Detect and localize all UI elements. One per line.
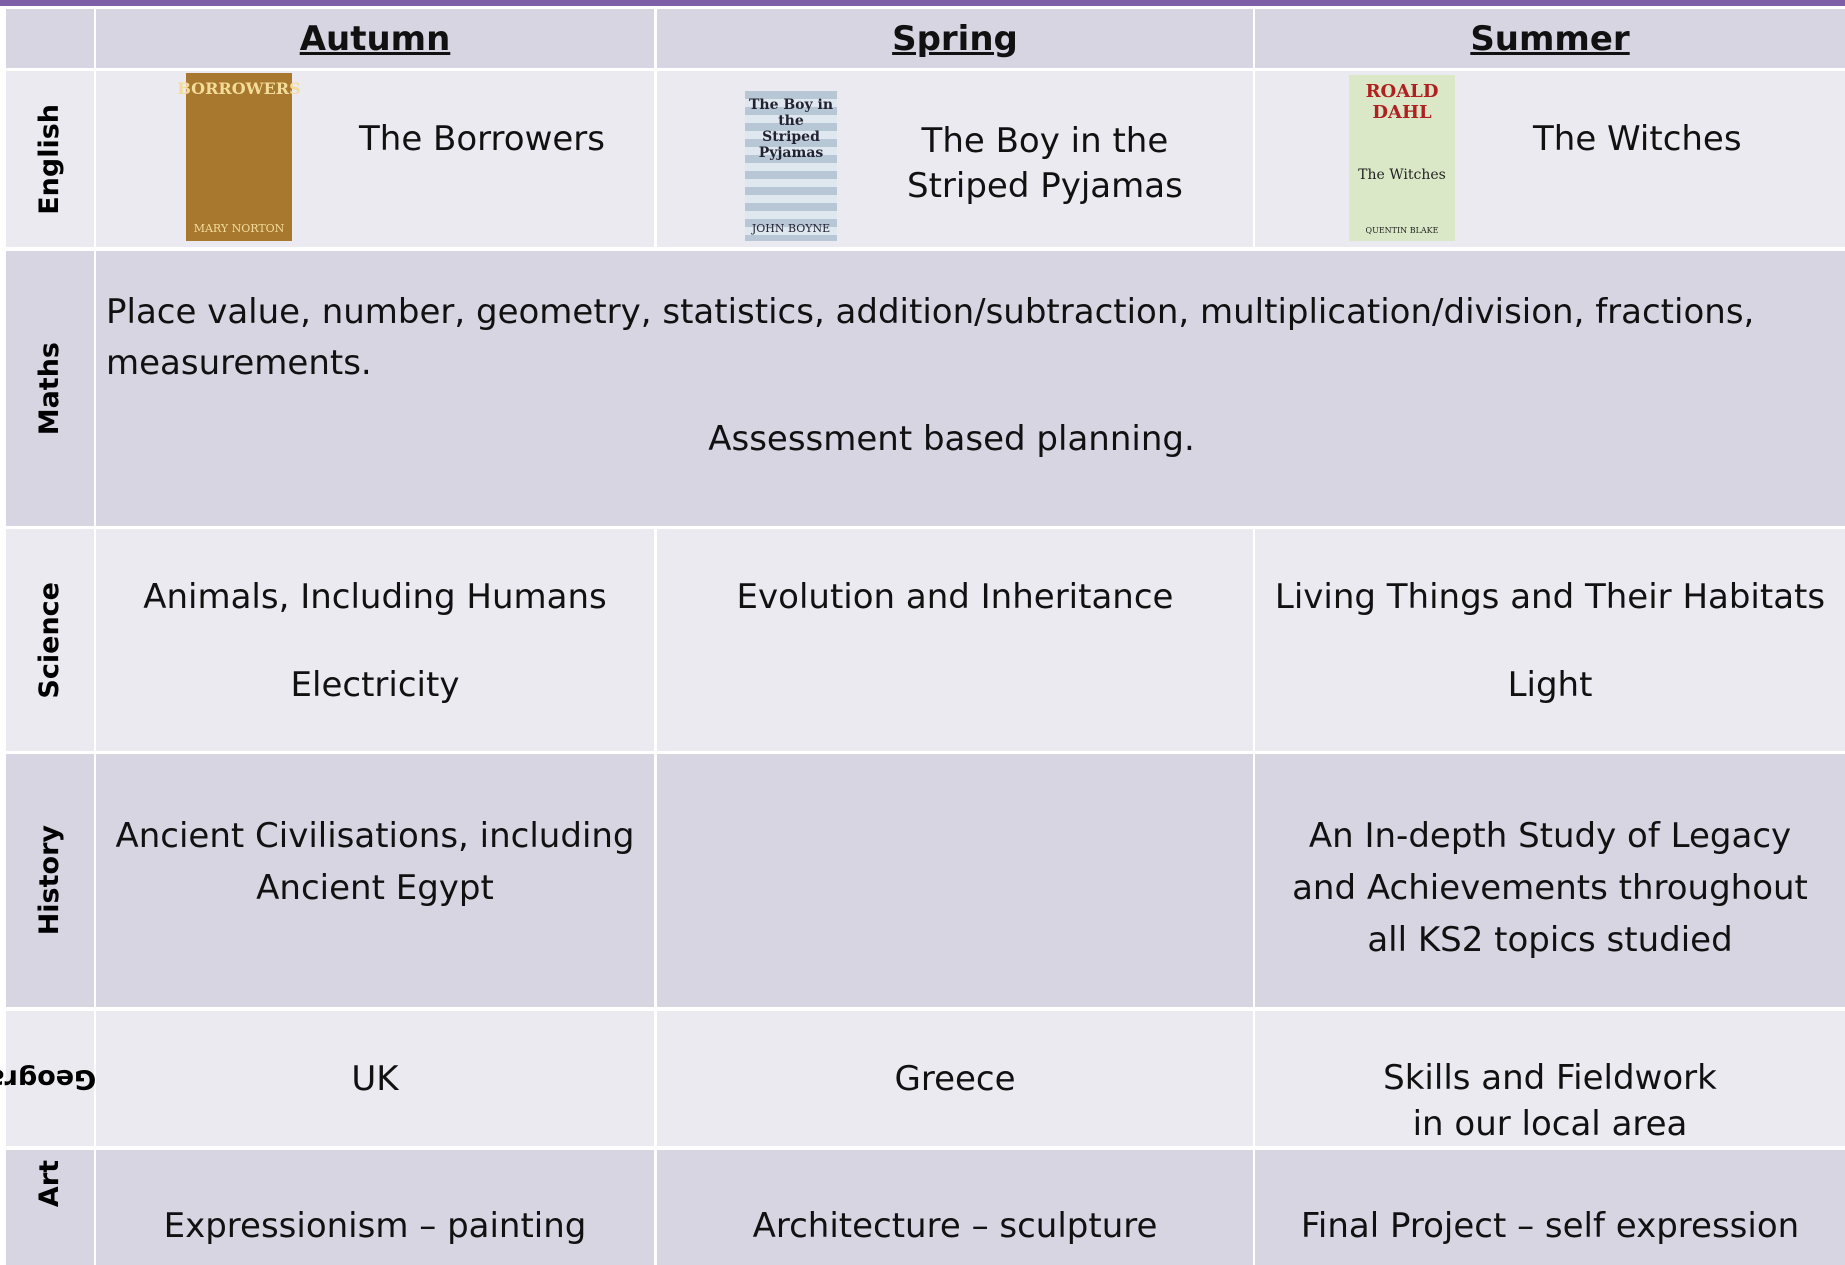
cell-text: Electricity	[290, 665, 460, 705]
cell: Skills and Fieldwork in our local area	[1255, 1011, 1845, 1146]
book-title: The Witches	[1533, 119, 1742, 159]
book-cover: ROALD DAHL The Witches QUENTIN BLAKE	[1349, 75, 1455, 241]
label-text: Science	[34, 581, 66, 699]
cell: An In-depth Study of Legacy and Achieveme…	[1255, 754, 1845, 1007]
season-header: Summer	[1255, 9, 1845, 68]
row-label: History	[6, 754, 94, 1007]
label-text: Art	[34, 1160, 66, 1208]
label-text: Geograp	[0, 1063, 97, 1095]
cell: The Boy in the Striped Pyjamas JOHN BOYNE…	[657, 71, 1253, 247]
cell-text: in our local area	[1412, 1103, 1688, 1144]
cell: ROALD DAHL The Witches QUENTIN BLAKE The W…	[1255, 71, 1845, 247]
cell: BORROWERS MARY NORTON The Borrowers	[96, 71, 654, 247]
label-text: Maths	[34, 341, 66, 436]
cell-text: Ancient Egypt	[256, 868, 494, 908]
book-title: Striped Pyjamas	[907, 166, 1183, 206]
corner-cell	[6, 9, 94, 68]
cell-text: UK	[351, 1058, 399, 1099]
book-cover: BORROWERS MARY NORTON	[177, 73, 301, 241]
cell: UK	[96, 1011, 654, 1146]
cell: Expressionism – painting	[96, 1150, 654, 1265]
cell-text: all KS2 topics studied	[1367, 920, 1733, 960]
label-text: History	[34, 825, 66, 936]
book-cover: The Boy in the Striped Pyjamas JOHN BOYNE	[745, 91, 837, 241]
cell-text: Expressionism – painting	[163, 1205, 587, 1246]
cell-text: Skills and Fieldwork	[1383, 1057, 1717, 1098]
cell: Final Project – self expression	[1255, 1150, 1845, 1265]
cell: Architecture – sculpture	[657, 1150, 1253, 1265]
cell: Animals, Including Humans Electricity	[96, 529, 654, 751]
maths-text: Place value, number, geometry, statistic…	[106, 292, 1755, 383]
cell-text: Light	[1507, 665, 1593, 705]
cell-text: Living Things and Their Habitats	[1274, 577, 1826, 617]
label-text: English	[34, 103, 66, 215]
cell-text: and Achievements throughout	[1292, 868, 1808, 908]
row-label: Art	[6, 1150, 94, 1265]
row-label: Maths	[6, 251, 94, 526]
row-label: Geography	[0, 1011, 133, 1146]
cell: Place value, number, geometry, statistic…	[96, 251, 1845, 526]
maths-note: Assessment based planning.	[708, 419, 1195, 459]
cell-text: Animals, Including Humans	[143, 577, 607, 617]
row-label: English	[6, 71, 94, 247]
cell-text: Architecture – sculpture	[752, 1205, 1158, 1246]
cell: Greece	[657, 1011, 1253, 1146]
cell-text: Greece	[894, 1058, 1016, 1099]
season-header: Autumn	[96, 9, 654, 68]
cell: Ancient Civilisations, including Ancient …	[96, 754, 654, 1007]
cell: Living Things and Their Habitats Light	[1255, 529, 1845, 751]
cell-text: An In-depth Study of Legacy	[1308, 816, 1792, 856]
top-bar	[0, 0, 1845, 6]
row-label: Science	[6, 529, 94, 751]
cell	[657, 754, 1253, 1007]
cell-text: Evolution and Inheritance	[736, 577, 1174, 617]
book-title: The Boy in the	[921, 121, 1169, 161]
cell-text: Final Project – self expression	[1300, 1205, 1800, 1246]
cell: Evolution and Inheritance	[657, 529, 1253, 751]
season-header: Spring	[657, 9, 1253, 68]
book-title: The Borrowers	[359, 119, 606, 159]
cell-text: Ancient Civilisations, including	[115, 816, 635, 856]
